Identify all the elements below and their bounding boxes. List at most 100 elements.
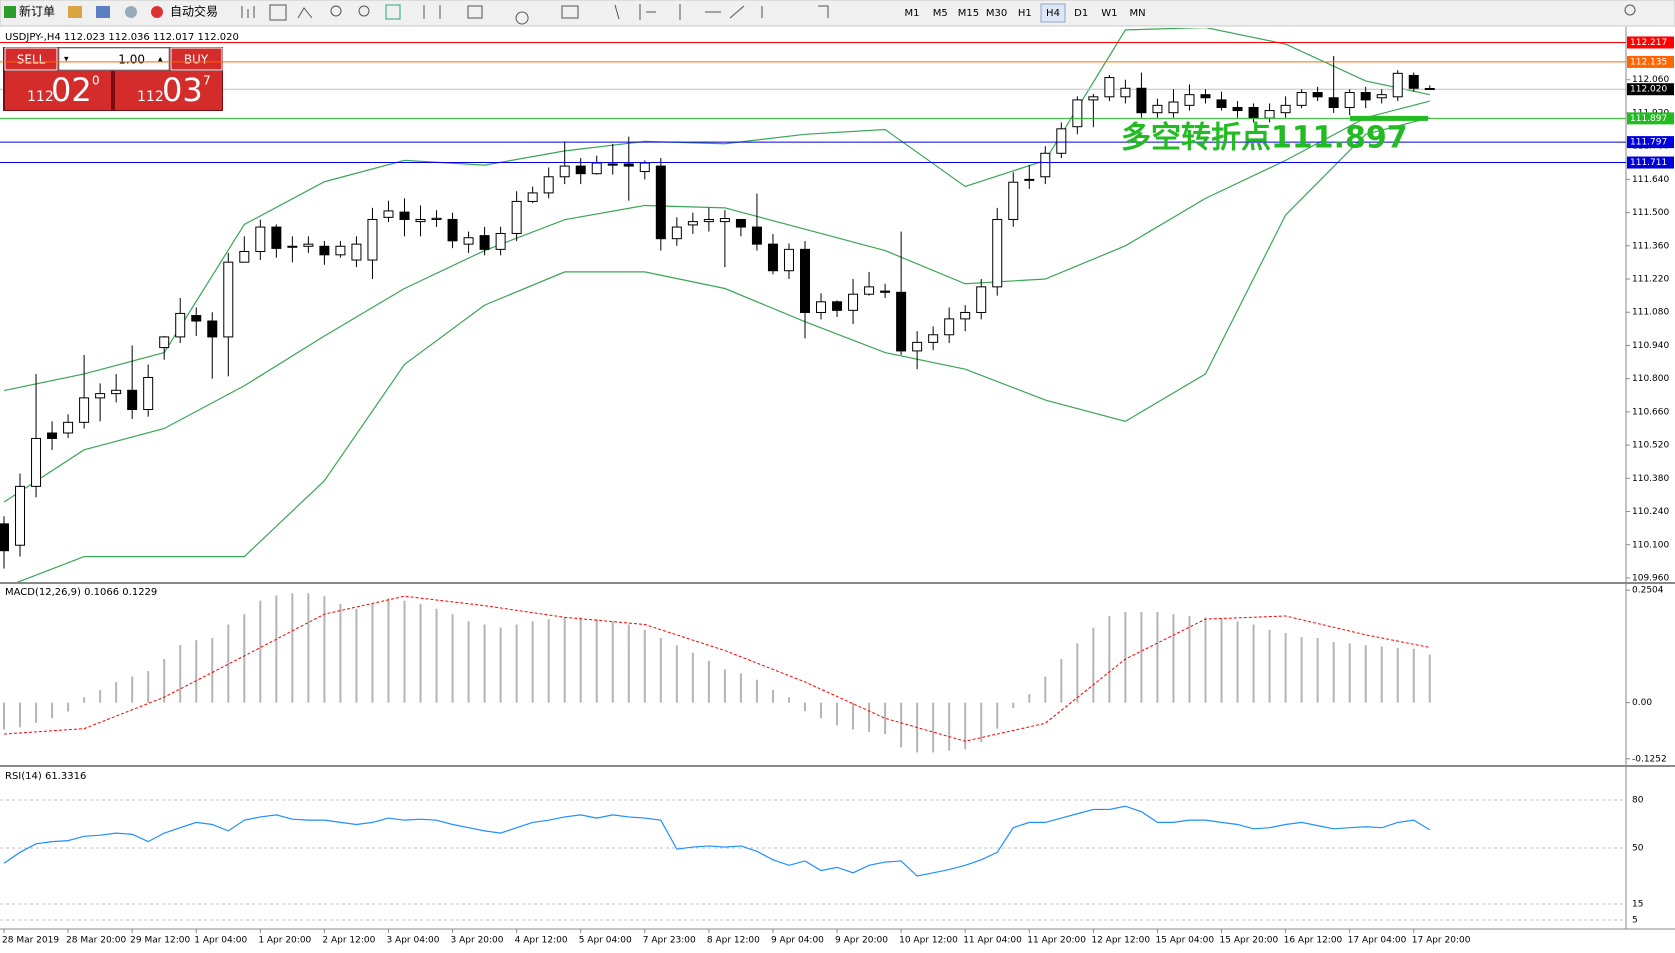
timeframe[interactable]: H1 [1018,8,1032,19]
candle-body [79,397,90,423]
sell-label[interactable]: SELL [17,53,46,67]
timeframe[interactable]: M30 [986,8,1007,19]
lot-down[interactable]: ▾ [64,55,69,65]
timeframe-active [1040,3,1066,23]
candle-body [431,217,442,220]
candle-body [703,218,714,223]
candle-body [271,226,282,249]
candle-body [1408,74,1419,89]
candle-body [976,286,987,313]
candle-body [415,218,426,223]
price-panel [0,28,1626,582]
y-tick-label: 80 [1632,796,1644,806]
search-icon[interactable] [1624,4,1636,16]
sell-button[interactable] [4,47,58,71]
y-tick-label: 111.500 [1632,208,1669,218]
icon[interactable] [385,4,401,20]
buy-price-frac[interactable]: 7 [203,74,211,88]
icon[interactable] [423,4,829,25]
candle-body [319,245,330,256]
level-label: 112.217 [1630,38,1667,48]
candle-body [1200,94,1211,99]
current-price-bg [1627,83,1674,96]
x-tick-label: 1 Apr 20:00 [258,936,311,946]
icon[interactable] [68,6,82,18]
y-tick-label: 111.360 [1632,241,1669,251]
y-tick-label: 110.800 [1632,374,1669,384]
candle-body [127,389,138,411]
timeframe[interactable]: M5 [933,8,948,19]
auto-trading[interactable]: 自动交易 [170,4,218,19]
sell-price-frac[interactable]: 0 [92,74,100,88]
rsi-line [3,805,1431,877]
buy-price-box[interactable] [115,71,222,110]
candle-body [1248,106,1259,119]
level-label-bg [1627,112,1674,125]
sell-price-big[interactable]: 112 [27,89,54,105]
icon[interactable] [269,4,287,21]
candle-body [751,226,762,245]
candle-body [896,291,907,352]
icon[interactable] [96,6,110,18]
candle-body [623,163,634,167]
auto-trading-icon[interactable] [151,6,163,18]
x-tick-label: 7 Apr 23:00 [643,936,696,946]
sell-price-pips[interactable]: 02 [51,71,92,109]
x-tick-label: 3 Apr 04:00 [386,936,439,946]
new-order-icon[interactable] [4,6,16,18]
buy-button[interactable] [170,47,223,71]
x-tick-label: 11 Apr 20:00 [1027,936,1086,946]
icon[interactable] [297,7,313,19]
icon[interactable] [125,6,137,18]
y-tick-label: 110.100 [1632,540,1669,550]
sell-price-box[interactable] [5,71,111,110]
timeframe[interactable]: W1 [1101,8,1117,19]
y-tick-label: 109.960 [1632,573,1669,583]
candle-body [992,218,1003,288]
signal-line [3,595,1430,742]
candle-body [399,211,410,220]
x-tick-label: 29 Mar 12:00 [130,936,190,946]
x-tick-label: 11 Apr 04:00 [963,936,1022,946]
annotation: 多空转折点111.897 [1121,121,1408,156]
buy-price-big[interactable]: 112 [137,89,164,105]
candle-body [880,290,891,293]
y-tick-label: 50 [1632,844,1644,854]
buy-label[interactable]: BUY [184,53,209,67]
timeframe[interactable]: MN [1130,8,1146,19]
candle-body [1280,104,1291,114]
lot-input[interactable] [58,47,170,71]
candle-body [1024,178,1035,181]
candle-body [864,286,875,295]
candle-body [1104,77,1115,98]
icon[interactable] [330,5,342,17]
timeframe[interactable]: H4 [1046,8,1060,19]
candle-body [1264,110,1275,119]
candle-body [1296,92,1307,106]
timeframe[interactable]: D1 [1074,8,1088,19]
candle-body [1232,106,1243,112]
candle-body [1424,88,1435,91]
buy-price-pips[interactable]: 03 [162,71,203,109]
candle-body [175,312,186,338]
candle-body [47,432,58,439]
trade-panel: SELL ▾ 1.00 ▴ BUY 112 02 0 112 03 7 [3,47,223,111]
candle-body [1392,72,1403,98]
timeframe[interactable]: M15 [958,8,979,19]
icon[interactable] [241,6,255,18]
candle-body [479,235,490,250]
candle-body [383,210,394,218]
new-order[interactable]: 新订单 [19,4,55,19]
candle-body [1312,92,1323,98]
macd-info: MACD(12,26,9) 0.1066 0.1229 [5,587,157,598]
lot-up[interactable]: ▴ [158,55,163,65]
candle-body [800,248,810,313]
lot-value[interactable]: 1.00 [118,53,145,67]
timeframe[interactable]: M1 [905,8,920,19]
candle-body [527,192,538,202]
bollinger-band [3,100,1430,503]
icon[interactable] [358,5,370,17]
candle-body [783,248,794,272]
